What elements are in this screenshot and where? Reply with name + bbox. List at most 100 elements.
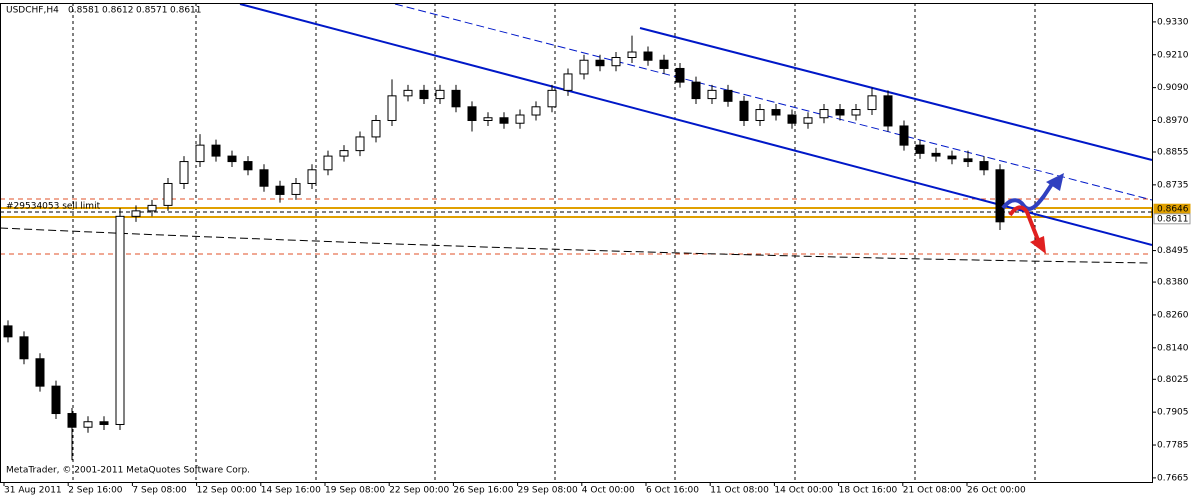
x-tick-label: 6 Oct 16:00 bbox=[646, 486, 699, 496]
candle-body bbox=[659, 59, 669, 69]
ohlc: 0.8611 bbox=[170, 6, 202, 16]
candle-body bbox=[899, 125, 909, 146]
price-marker-box bbox=[1153, 213, 1191, 225]
candle-body bbox=[515, 114, 525, 124]
x-tick-label: 21 Oct 08:00 bbox=[903, 486, 962, 496]
ohlc: 0.8571 bbox=[136, 6, 168, 16]
candle-body bbox=[291, 182, 301, 195]
y-tick-label: 0.9210 bbox=[1157, 50, 1189, 60]
candle-body bbox=[83, 421, 93, 428]
candle-body bbox=[51, 385, 61, 415]
candle-body bbox=[163, 182, 173, 206]
plot-frame bbox=[0, 3, 1153, 483]
y-tick-label: 0.8735 bbox=[1157, 180, 1189, 190]
channel-upper bbox=[639, 27, 1153, 161]
candle-body bbox=[339, 150, 349, 157]
x-tick-label: 18 Oct 16:00 bbox=[839, 486, 898, 496]
candle-body bbox=[579, 59, 589, 75]
arrow-down bbox=[1008, 205, 1040, 241]
candle-body bbox=[947, 155, 957, 160]
candle-body bbox=[787, 114, 797, 124]
y-tick-label: 0.8140 bbox=[1157, 343, 1189, 353]
y-tick-label: 0.7905 bbox=[1157, 408, 1189, 418]
footer: MetaTrader, © 2001-2011 MetaQuotes Softw… bbox=[6, 466, 250, 476]
candle-body bbox=[147, 204, 157, 212]
candle-body bbox=[195, 144, 205, 163]
candle-body bbox=[387, 95, 397, 121]
candle-body bbox=[627, 51, 637, 59]
y-tick-label: 0.8380 bbox=[1157, 278, 1189, 288]
candle-body bbox=[403, 89, 413, 97]
candle-body bbox=[371, 119, 381, 138]
candle-body bbox=[851, 109, 861, 116]
y-tick-label: 0.8970 bbox=[1157, 116, 1189, 126]
candle-body bbox=[307, 169, 317, 184]
y-tick-label: 0.8855 bbox=[1157, 147, 1189, 157]
candle-body bbox=[67, 413, 77, 428]
candle-body bbox=[451, 89, 461, 108]
candle-body bbox=[611, 57, 621, 67]
y-tick-label: 0.7665 bbox=[1157, 473, 1189, 483]
candle-body bbox=[531, 106, 541, 116]
x-tick-label: 14 Sep 16:00 bbox=[261, 486, 321, 496]
candle-body bbox=[915, 144, 925, 154]
candle-body bbox=[211, 144, 221, 157]
candle-body bbox=[323, 155, 333, 171]
candle-body bbox=[563, 73, 573, 91]
candle-body bbox=[691, 81, 701, 100]
candle-body bbox=[467, 106, 477, 121]
candle-body bbox=[483, 117, 493, 121]
arrowhead bbox=[1030, 236, 1046, 254]
channel-mid bbox=[394, 3, 1153, 201]
candle-body bbox=[963, 158, 973, 163]
x-tick-label: 31 Aug 2011 bbox=[4, 486, 62, 496]
candle-body bbox=[979, 161, 989, 171]
candle-body bbox=[707, 89, 717, 100]
y-tick-label: 0.8025 bbox=[1157, 375, 1189, 385]
candle-body bbox=[547, 89, 557, 108]
candle-body bbox=[435, 89, 445, 100]
x-tick-label: 2 Sep 16:00 bbox=[68, 486, 123, 496]
candle-body bbox=[259, 169, 269, 187]
x-tick-label: 14 Oct 00:00 bbox=[774, 486, 833, 496]
candle-body bbox=[819, 109, 829, 119]
price-marker-label: 0.8611 bbox=[1157, 214, 1189, 224]
candle-body bbox=[35, 358, 45, 387]
candle-body bbox=[499, 117, 509, 124]
arrowhead bbox=[1046, 173, 1064, 191]
symbol: USDCHF,H4 bbox=[6, 6, 59, 16]
y-tick-label: 0.8495 bbox=[1157, 246, 1189, 256]
candles bbox=[3, 35, 1005, 461]
x-tick-label: 26 Sep 16:00 bbox=[453, 486, 513, 496]
candle-body bbox=[115, 215, 125, 425]
x-tick-label: 12 Sep 00:00 bbox=[197, 486, 257, 496]
candle-body bbox=[883, 95, 893, 127]
candle-body bbox=[995, 169, 1005, 223]
x-tick-label: 4 Oct 00:00 bbox=[582, 486, 635, 496]
candle-body bbox=[99, 421, 109, 425]
x-tick-label: 22 Sep 00:00 bbox=[389, 486, 449, 496]
candle-body bbox=[755, 109, 765, 121]
candle-body bbox=[723, 89, 733, 102]
period-separators bbox=[72, 3, 1036, 482]
candle-body bbox=[835, 109, 845, 116]
candle-body bbox=[3, 325, 13, 338]
x-tick-label: 26 Oct 00:00 bbox=[967, 486, 1026, 496]
candle-body bbox=[179, 161, 189, 184]
candle-body bbox=[595, 59, 605, 67]
candle-body bbox=[931, 152, 941, 157]
candle-body bbox=[771, 109, 781, 116]
candle-body bbox=[275, 185, 285, 195]
candle-body bbox=[643, 51, 653, 61]
candle-body bbox=[867, 95, 877, 111]
moving-average bbox=[0, 227, 1151, 264]
x-tick-label: 11 Oct 08:00 bbox=[710, 486, 769, 496]
candle-body bbox=[131, 210, 141, 217]
candle-body bbox=[227, 155, 237, 163]
price-marker-label: 0.8646 bbox=[1157, 205, 1189, 215]
arrow-up bbox=[1001, 182, 1054, 211]
candle-body bbox=[803, 117, 813, 124]
